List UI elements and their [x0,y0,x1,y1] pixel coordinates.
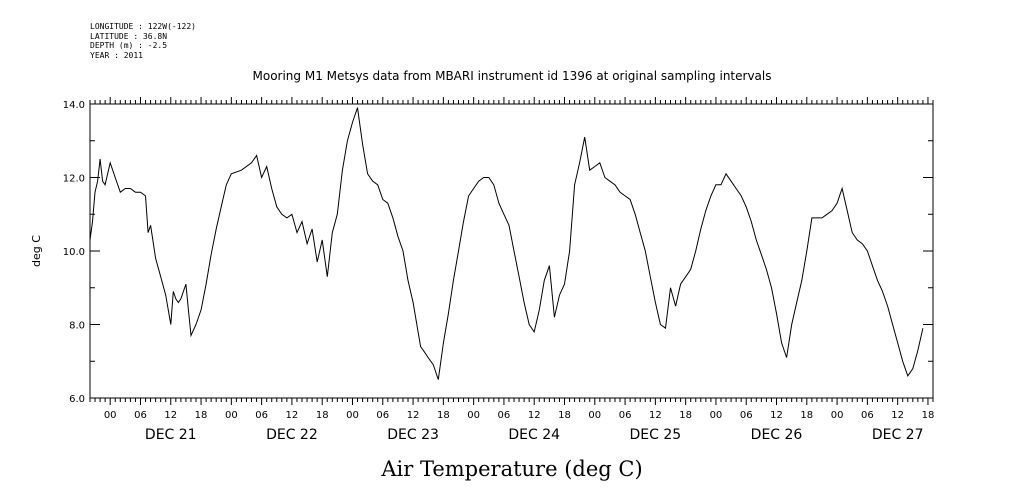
x-tick-label: 06 [376,410,389,421]
x-tick-label: 00 [710,410,723,421]
y-axis: 6.0 8.0 10.0 12.0 14.0 [63,100,933,405]
longitude-label: LONGITUDE : 122W(-122) [90,22,196,31]
x-tick-label: 18 [437,410,450,421]
x-tick-label: 12 [164,410,177,421]
x-tick-label: 12 [407,410,420,421]
x-tick-label: 18 [922,410,935,421]
x-tick-label: 18 [195,410,208,421]
x-tick-label: 06 [255,410,268,421]
y-tick-label: 12.0 [63,174,85,185]
x-day-label: DEC 27 [872,427,924,443]
x-tick-label: 18 [316,410,329,421]
x-day-label: DEC 22 [266,427,318,443]
x-tick-label: 12 [891,410,904,421]
x-tick-label: 00 [104,410,117,421]
y-tick-label: 14.0 [63,100,85,111]
x-tick-label: 12 [528,410,541,421]
x-tick-label: 00 [588,410,601,421]
x-day-label: DEC 24 [508,427,560,443]
depth-label: DEPTH (m) : -2.5 [90,41,168,50]
x-tick-label: 12 [649,410,662,421]
y-tick-label: 6.0 [69,394,85,405]
x-tick-label: 12 [770,410,783,421]
latitude-label: LATITUDE : 36.8N [90,31,168,41]
x-tick-label: 00 [467,410,480,421]
x-axis-label: Air Temperature (deg C) [380,457,642,481]
x-tick-label: 06 [861,410,874,421]
y-tick-label: 10.0 [63,247,85,258]
x-tick-label: 12 [286,410,299,421]
x-tick-label: 00 [225,410,238,421]
air-temperature-line [89,107,924,380]
x-day-label: DEC 21 [145,427,197,443]
x-axis: 00 06 12 18 00 06 12 18 00 06 12 18 00 06 12 18 00 06 12 18… [89,97,935,443]
x-tick-label: 06 [498,410,511,421]
station-metadata: LONGITUDE : 122W(-122) LATITUDE : 36.8N … [90,22,196,60]
x-tick-label: 06 [619,410,632,421]
x-tick-label: 00 [346,410,359,421]
x-tick-label: 18 [558,410,571,421]
x-day-label: DEC 23 [387,427,439,443]
x-tick-label: 06 [740,410,753,421]
y-axis-label: deg C [30,235,43,267]
x-tick-label: 06 [134,410,147,421]
x-day-label: DEC 26 [751,427,803,443]
x-day-label: DEC 25 [630,427,682,443]
year-label: YEAR : 2011 [90,50,143,60]
x-tick-label: 18 [800,410,813,421]
x-tick-label: 18 [679,410,692,421]
chart-title: Mooring M1 Metsys data from MBARI instru… [253,69,772,83]
x-tick-label: 00 [831,410,844,421]
y-tick-label: 8.0 [69,321,85,332]
